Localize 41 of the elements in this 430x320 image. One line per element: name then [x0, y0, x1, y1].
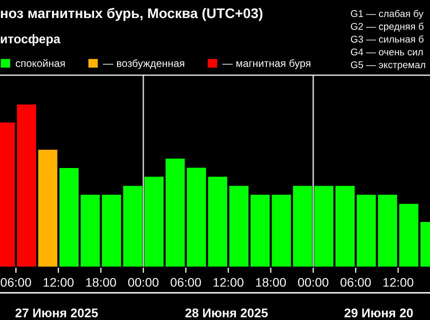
text: G5 — экстремал — [350, 61, 426, 70]
text: 28 Июня 2025 — [185, 308, 268, 318]
bar — [166, 158, 185, 268]
bar — [80, 194, 100, 268]
legend-label: — возбужденная — [102, 59, 184, 70]
chart-title: ноз магнитных бурь, Москва (UTC+03) — [0, 8, 262, 21]
text: 27 Июня 2025 — [15, 308, 98, 318]
legend-label: — магнитная буря — [222, 59, 310, 70]
bar — [272, 194, 291, 268]
bar — [208, 176, 228, 268]
chart-subtitle: итосфера — [0, 34, 60, 46]
bar — [356, 194, 376, 268]
x-tick-label: 18:00 — [256, 278, 286, 287]
bar — [293, 186, 312, 268]
bar — [102, 194, 122, 268]
legend-label: спокойная — [16, 59, 65, 67]
text: G4 — очень сил — [350, 48, 423, 56]
bar — [250, 194, 270, 268]
bar — [378, 194, 398, 268]
text: 29 Июня 20 — [344, 308, 413, 318]
bar — [59, 168, 79, 268]
x-tick-label: 06:00 — [340, 278, 371, 287]
bar — [186, 168, 206, 268]
x-tick-label: 12:00 — [383, 278, 414, 287]
text: G2 — средняя б — [350, 22, 424, 32]
x-tick-label: 00:00 — [128, 278, 158, 287]
bar — [314, 186, 334, 268]
x-tick-label: 12:00 — [44, 278, 74, 287]
bar — [399, 204, 418, 268]
text: G1 — слабая бу — [350, 10, 424, 19]
x-tick-label: 18:00 — [86, 278, 116, 287]
bar — [229, 186, 248, 268]
text: G3 — сильная б — [350, 35, 424, 43]
bar — [336, 186, 355, 268]
x-tick-label: 06:00 — [0, 278, 32, 287]
bar — [38, 150, 58, 268]
x-tick-label: 06:00 — [170, 278, 201, 287]
x-tick-label: 00:00 — [298, 278, 328, 287]
bar — [123, 186, 142, 268]
bar — [144, 176, 164, 268]
x-tick-label: 12:00 — [214, 278, 244, 287]
